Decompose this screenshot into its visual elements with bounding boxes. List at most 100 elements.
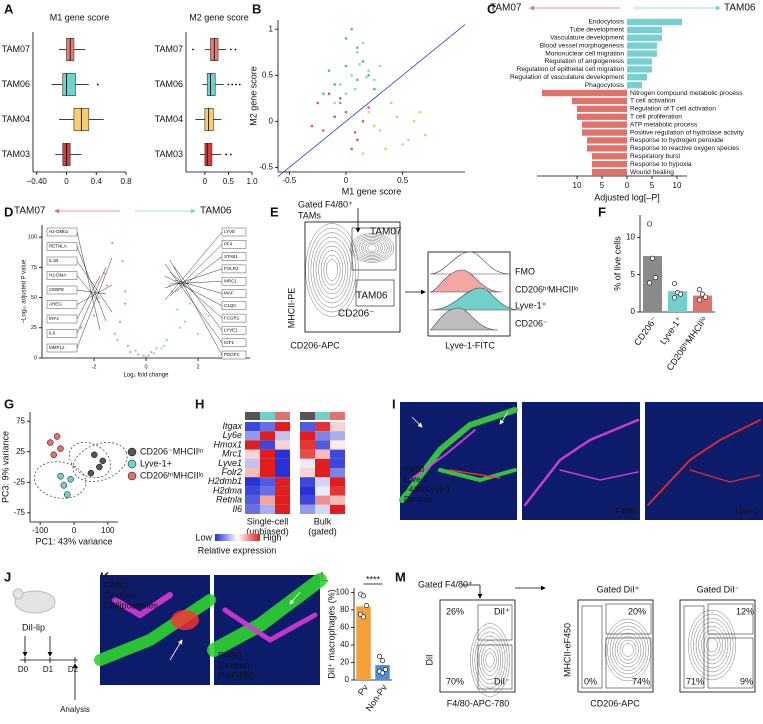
bar (582, 129, 627, 136)
histogram-label: FMO (515, 266, 535, 276)
y-tick-label: 0 (631, 307, 636, 316)
column-key (275, 412, 290, 420)
gate-label: Gated F4/80⁺ (418, 579, 473, 589)
point (99, 457, 107, 465)
point (50, 451, 57, 459)
histogram-label: CD206ʰⁱMHCIIˡᵒ (515, 284, 579, 294)
x-tick-label: 0 (344, 176, 349, 185)
stain-legend: F4/80/Lyve-1 (404, 485, 451, 494)
axis-label: MHCII-eF450 (562, 623, 572, 677)
point (350, 147, 353, 151)
y-tick-label: 0.5 (262, 70, 274, 79)
contour (474, 631, 506, 689)
cell (275, 495, 290, 505)
gene-label: CEBPE (49, 287, 64, 292)
histogram-label: Lyve-1⁺ (515, 300, 547, 310)
stain (449, 469, 501, 479)
category-label: Respiratory burst (630, 153, 680, 160)
gate (477, 644, 513, 690)
bar (627, 74, 647, 81)
y-axis-label: M2 gene score (248, 66, 258, 126)
plot-frame (577, 599, 654, 693)
arrow (499, 411, 509, 425)
day-label: D2 (68, 665, 79, 674)
gene-leader (76, 246, 107, 322)
gene-leader (174, 279, 223, 294)
chart-title: M1 gene score (50, 12, 110, 22)
point (316, 101, 319, 105)
point (137, 353, 140, 356)
gate-percent: 12% (736, 606, 754, 616)
gate-percent: 9% (740, 676, 753, 686)
bar (592, 153, 627, 160)
point (358, 62, 361, 66)
gate-name: CD206⁻ (338, 309, 374, 320)
cell (275, 504, 290, 514)
axis-label: CD206-APC (290, 340, 340, 350)
row-label: Il6 (232, 504, 242, 514)
panel-label: F (598, 204, 606, 219)
point (379, 658, 385, 664)
point (671, 295, 677, 301)
cell (245, 431, 260, 441)
stain-caption: Lyve-1 (735, 507, 759, 516)
point (129, 350, 132, 354)
point (116, 338, 119, 341)
stain (222, 607, 318, 643)
gene-label: FCGR1 (224, 315, 240, 320)
row-label: H2dmb1 (208, 476, 242, 486)
point (310, 124, 314, 128)
column-group-label: Single-cell (247, 516, 289, 526)
stain-legend: Dextran (104, 590, 136, 600)
point (360, 593, 366, 599)
group-ellipse (72, 442, 128, 482)
stain-legend: Dextran (218, 660, 250, 670)
stain-legend: F4/80 (404, 465, 425, 474)
treatment-label: DiI-lip (22, 622, 45, 632)
legend-marker (127, 447, 137, 457)
axis-label: MHCII-PE (286, 288, 296, 329)
gate (605, 637, 652, 689)
row-label: H2dma (213, 485, 242, 495)
y-tick-label: 100 (336, 587, 350, 596)
cell (315, 504, 330, 514)
stain-legend: DiI/F4/80 (218, 670, 255, 680)
contour (698, 625, 726, 665)
cell (315, 468, 330, 478)
x-tick-label: 0 (625, 181, 630, 190)
y-tick-label: 1 (269, 24, 274, 33)
cell (300, 477, 315, 487)
stain-legend: Dextran (404, 495, 432, 504)
panel-label: B (252, 1, 261, 16)
bar (356, 606, 371, 680)
gene-leader (76, 284, 113, 305)
gene-leader (174, 267, 223, 331)
y-tick-label: -0.5 (259, 163, 273, 172)
point (183, 320, 187, 323)
point (646, 280, 652, 286)
point (113, 332, 116, 335)
cell (275, 422, 290, 432)
gate-name: DiI⁻ (494, 676, 510, 686)
cell (330, 486, 345, 496)
bar (627, 58, 652, 65)
gene-label: MAF (224, 291, 234, 296)
contour (688, 609, 737, 681)
row-label: Lyve1 (218, 458, 242, 468)
gate-percent: 0% (584, 676, 597, 686)
contour (481, 644, 499, 676)
panel-label: H (195, 396, 204, 411)
gene-leader (76, 231, 101, 331)
point (344, 64, 348, 68)
category-label: CD206⁻ (632, 315, 659, 348)
x-tick-label: 0.5 (223, 177, 235, 186)
contour (315, 241, 349, 299)
gene-label: H2-DMb1 (49, 229, 69, 234)
point (111, 242, 114, 245)
cell (300, 486, 315, 496)
gate (707, 637, 754, 689)
category-label: TAM04 (2, 114, 30, 124)
bar (627, 34, 662, 41)
gate-name: TAM07 (370, 227, 402, 238)
